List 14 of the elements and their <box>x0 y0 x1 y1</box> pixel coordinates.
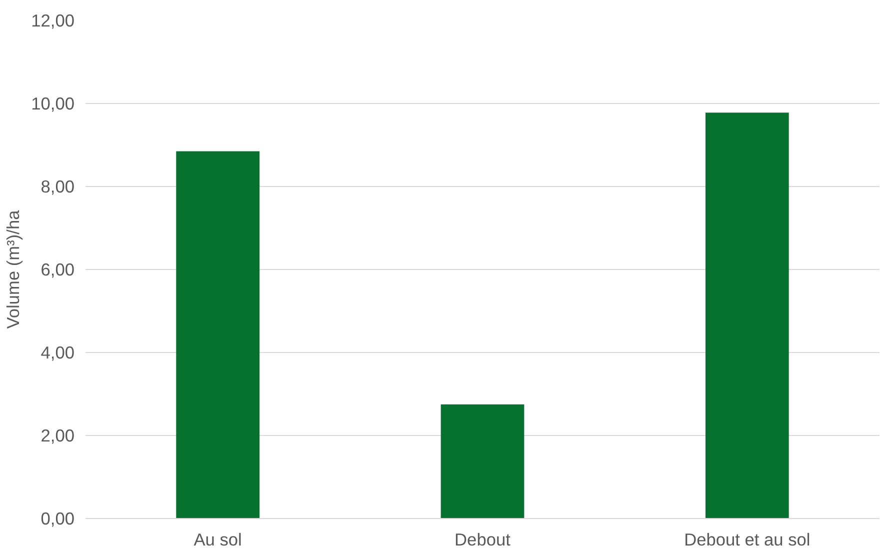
y-tick-label: 4,00 <box>40 342 75 362</box>
x-tick-label: Au sol <box>194 530 242 550</box>
y-tick-label: 2,00 <box>40 426 75 446</box>
x-tick-label: Debout <box>454 530 511 550</box>
bar <box>705 112 789 518</box>
y-tick-label: 0,00 <box>40 508 75 528</box>
bar <box>440 404 524 518</box>
y-tick-label: 12,00 <box>31 10 75 30</box>
x-tick-label: Debout et au sol <box>684 530 810 550</box>
y-axis-title: Volume (m³)/ha <box>3 210 24 329</box>
y-tick-label: 6,00 <box>40 260 75 280</box>
y-tick-label: 10,00 <box>31 94 75 114</box>
bar <box>176 151 260 518</box>
y-tick-label: 8,00 <box>40 176 75 196</box>
